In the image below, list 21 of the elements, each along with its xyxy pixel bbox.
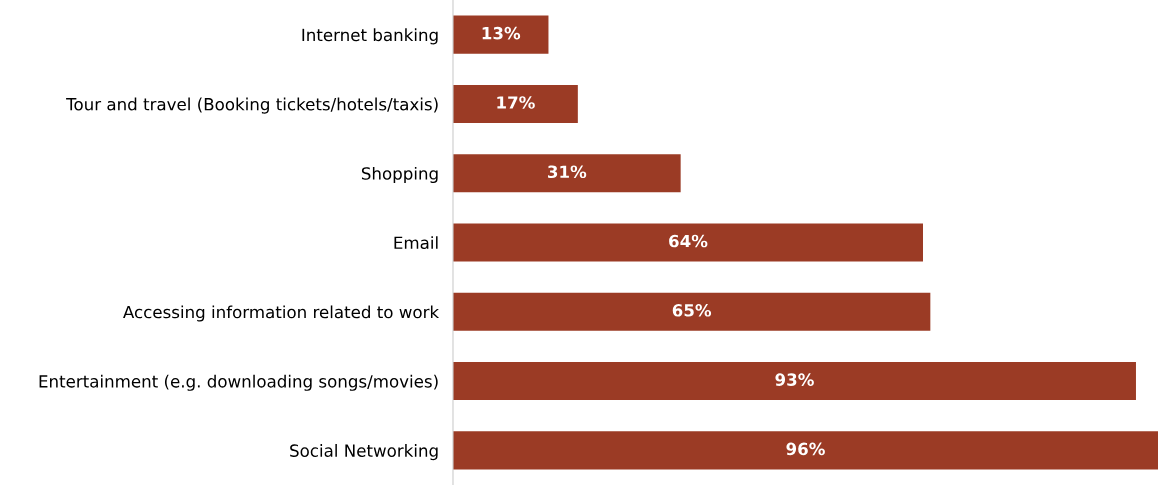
data-label: 93% (775, 373, 814, 386)
bar (453, 292, 931, 331)
bar (453, 15, 549, 54)
bar (453, 362, 1136, 401)
y-tick-label: Tour and travel (Booking tickets/hotels/taxis) (66, 97, 438, 114)
y-tick-label: Email (394, 236, 438, 250)
y-tick-label: Social Networking (290, 444, 438, 461)
data-label: 31% (548, 165, 587, 179)
data-label: 13% (482, 26, 521, 40)
bar (453, 431, 1158, 470)
data-label: 65% (672, 304, 712, 317)
bar (453, 84, 578, 123)
bar (453, 223, 923, 262)
y-tick-label: Shopping (361, 166, 438, 184)
y-tick-label: Entertainment (e.g. downloading songs/movies) (39, 374, 438, 391)
y-tick-label: Accessing information related to work (123, 305, 440, 322)
y-tick-label: Internet banking (302, 28, 438, 45)
data-label: 96% (786, 442, 825, 456)
data-label: 64% (669, 234, 708, 248)
data-label: 17% (497, 96, 535, 109)
bar (453, 154, 681, 193)
